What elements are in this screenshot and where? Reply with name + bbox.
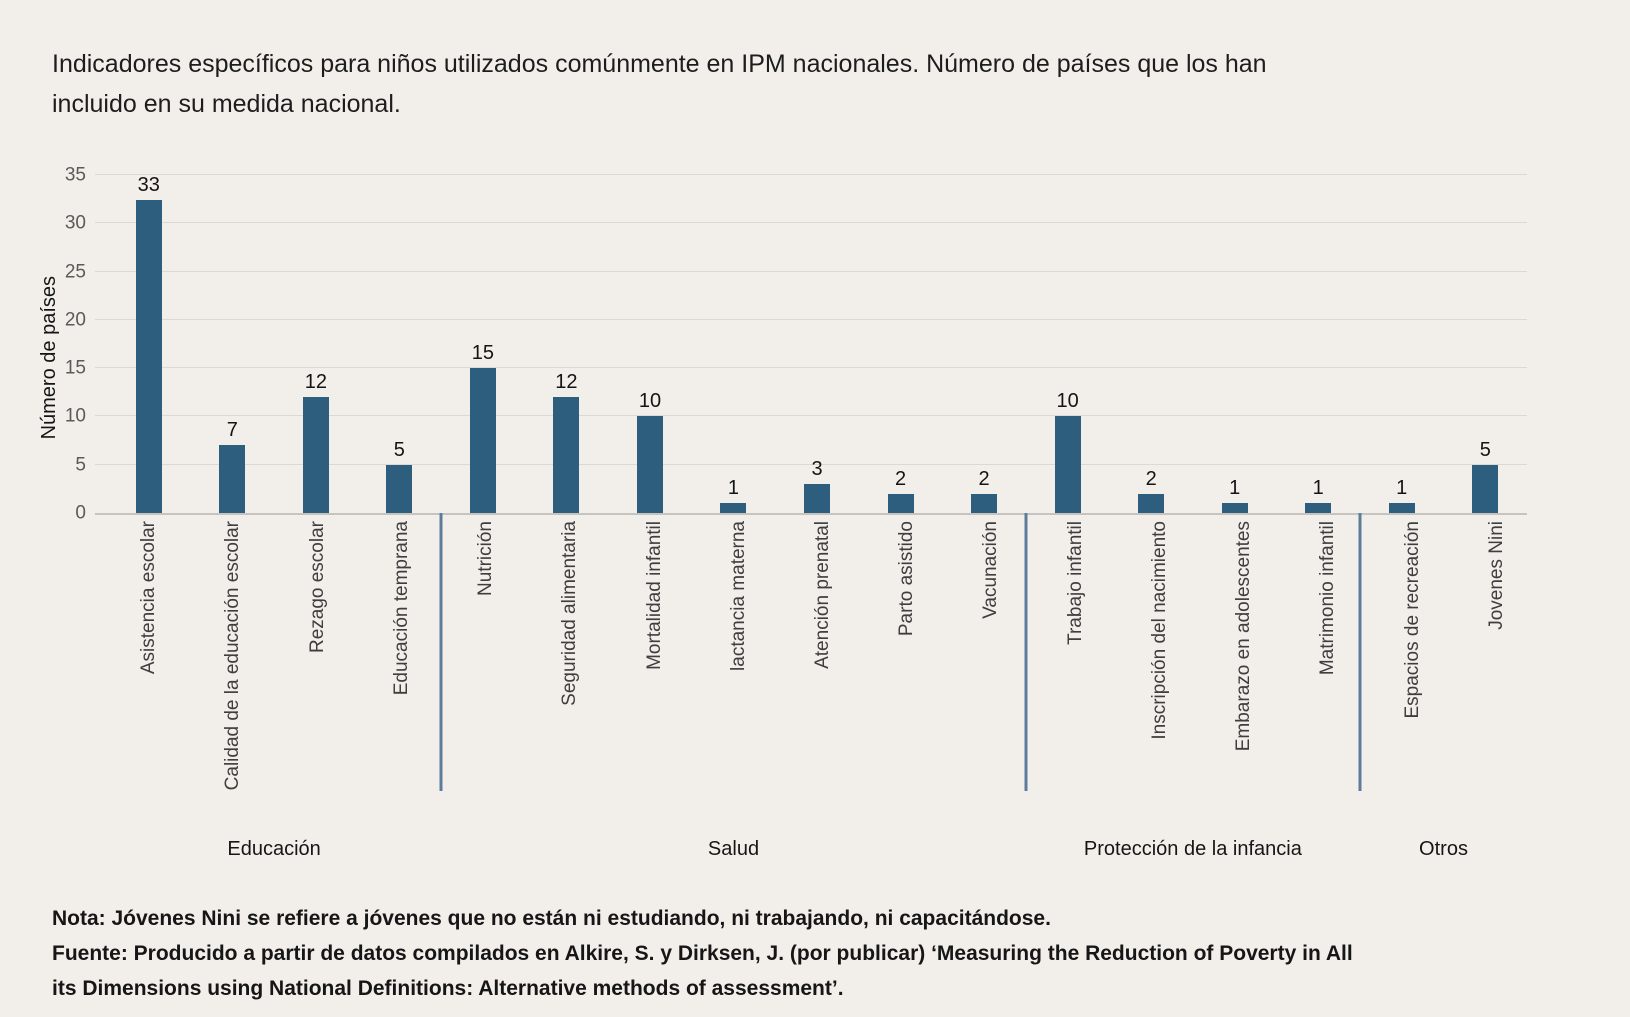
bar-value-label: 2 (1145, 467, 1157, 490)
bar-value-label: 3 (811, 458, 823, 480)
bar-column: 1 (1276, 175, 1360, 513)
group-label: Protección de la infancia (1083, 838, 1302, 860)
bar (469, 368, 496, 513)
footnotes: Nota: Jóvenes Nini se refiere a jóvenes … (52, 901, 1522, 1006)
bar (971, 493, 998, 513)
bar-value-label: 10 (1056, 390, 1079, 413)
bar (720, 503, 747, 513)
bar-value-label: 12 (304, 371, 327, 394)
gridline (95, 415, 1527, 417)
bar-column: 1 (692, 175, 776, 513)
bar-column: 5 (1444, 175, 1528, 513)
bar-value-label: 1 (1396, 477, 1408, 500)
group-separators-layer (95, 513, 1527, 791)
gridline (95, 174, 1527, 175)
bar-value-label: 7 (226, 419, 238, 442)
y-tick-label: 30 (64, 212, 86, 234)
bar-column: 1 (1193, 175, 1277, 513)
bar (386, 464, 413, 513)
bar-column: 2 (942, 175, 1026, 513)
bar-column: 1 (1360, 175, 1444, 513)
group-label: Otros (1419, 838, 1468, 860)
bar (1472, 464, 1499, 513)
bar (135, 200, 162, 513)
bar (1138, 493, 1165, 513)
gridline (95, 463, 1527, 465)
plot-area: 33 7 12 5 15 12 10 1 3 2 2 10 2 1 1 1 5 (95, 174, 1527, 515)
bar-column: 7 (191, 175, 275, 513)
bar-column: 2 (1109, 175, 1193, 513)
group-labels-row: Educación Salud Protección de la infancia O… (95, 838, 1527, 868)
y-tick-label: 10 (64, 405, 86, 427)
bar (1388, 503, 1415, 513)
bar-value-label: 2 (978, 467, 990, 490)
y-tick-label: 5 (75, 454, 86, 476)
bar (1054, 416, 1081, 513)
gridline (95, 367, 1527, 369)
y-tick-label: 25 (64, 261, 86, 283)
y-tick-label: 35 (64, 164, 86, 186)
bar (219, 445, 246, 513)
bar-value-label: 15 (471, 342, 495, 365)
bar (887, 493, 914, 513)
note-text: Nota: Jóvenes Nini se refiere a jóvenes … (52, 907, 1051, 930)
group-separator-line (1358, 513, 1362, 791)
bar-value-label: 5 (1479, 438, 1491, 461)
group-separator-line (1024, 513, 1028, 791)
bar-column: 10 (1026, 175, 1110, 513)
bar-column: 33 (107, 175, 191, 513)
bar-value-label: 5 (393, 438, 405, 461)
bar-column: 5 (358, 175, 442, 513)
bar-column: 2 (859, 175, 943, 513)
source-text-line-2: its Dimensions using National Definition… (52, 977, 844, 1000)
bar-column: 10 (608, 175, 692, 513)
bars-layer: 33 7 12 5 15 12 10 1 3 2 2 10 2 1 1 1 5 (95, 175, 1527, 513)
gridline (95, 270, 1527, 272)
group-label: Salud (707, 838, 760, 860)
group-label: Educación (227, 838, 321, 860)
bar-value-label: 12 (555, 371, 578, 394)
bar-column: 15 (441, 175, 525, 513)
bar (302, 397, 329, 513)
gridlines-layer (95, 174, 1527, 513)
bar-column: 3 (775, 175, 859, 513)
y-tick-label: 15 (64, 357, 86, 379)
bar (804, 484, 831, 513)
chart-title-line-1: Indicadores específicos para niños utili… (52, 50, 1267, 78)
bar-value-label: 1 (727, 477, 740, 500)
gridline (95, 222, 1527, 224)
bar (1221, 503, 1248, 513)
y-tick-label: 20 (64, 309, 86, 331)
bar-value-label: 2 (894, 467, 907, 490)
bar (553, 397, 580, 513)
y-tick-label: 0 (75, 502, 86, 524)
bar-value-label: 10 (638, 390, 662, 413)
source-text-line-1: Fuente: Producido a partir de datos comp… (52, 942, 1353, 965)
bar-value-label: 33 (137, 174, 160, 196)
chart-title: Indicadores específicos para niños utili… (52, 44, 1502, 124)
bar-value-label: 1 (1229, 477, 1241, 500)
bar (636, 416, 663, 513)
bar-column: 12 (525, 175, 609, 513)
y-axis-tick-labels: 0 5 10 15 20 25 30 35 (0, 166, 86, 523)
chart-title-line-2: incluido en su medida nacional. (52, 90, 401, 118)
gridline (95, 318, 1527, 320)
group-separator-line (439, 513, 443, 791)
bar (1305, 503, 1332, 513)
bar-column: 12 (274, 175, 358, 513)
bar-value-label: 1 (1312, 477, 1324, 500)
